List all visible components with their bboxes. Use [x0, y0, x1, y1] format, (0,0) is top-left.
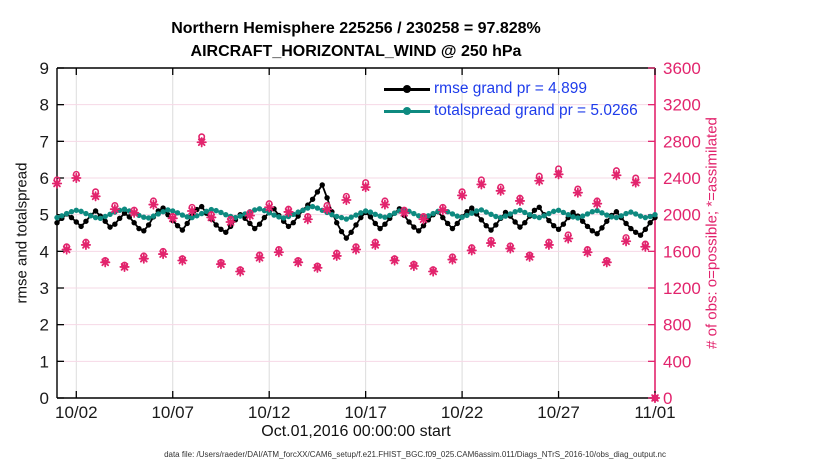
- chart-subtitle: AIRCRAFT_HORIZONTAL_WIND @ 250 hPa: [190, 43, 522, 60]
- svg-text:10/02: 10/02: [55, 403, 98, 422]
- svg-text:8: 8: [40, 96, 49, 115]
- right-tick-labels: 0 400 800 1200 1600 2000 2400 2800 3200 3600: [663, 59, 701, 408]
- rmse-dot-icon: [403, 85, 411, 93]
- svg-text:10/27: 10/27: [537, 403, 580, 422]
- x-tick-labels: 10/02 10/07 10/12 10/17 10/22 10/27 11/01: [55, 403, 676, 422]
- svg-text:1200: 1200: [663, 279, 701, 298]
- svg-text:9: 9: [40, 59, 49, 78]
- axes-box: [56, 67, 656, 399]
- svg-text:2800: 2800: [663, 132, 701, 151]
- left-tick-labels: 0 1 2 3 4 5 6 7 8 9: [40, 59, 49, 408]
- legend-label-totalspread: totalspread grand pr = 5.0266: [434, 102, 638, 119]
- svg-text:2400: 2400: [663, 169, 701, 188]
- svg-text:5: 5: [40, 206, 49, 225]
- svg-text:3200: 3200: [663, 96, 701, 115]
- left-axis-label: rmse and totalspread: [13, 162, 31, 304]
- vertical-gridlines: [75, 68, 560, 398]
- legend-row-rmse: rmse grand pr = 4.899: [384, 78, 638, 100]
- svg-text:1: 1: [40, 352, 49, 371]
- totalspread-dot-icon: [403, 107, 411, 115]
- svg-text:4: 4: [40, 242, 49, 261]
- svg-text:10/17: 10/17: [344, 403, 387, 422]
- right-axis-label: # of obs: o=possible; *=assimilated: [703, 117, 721, 349]
- data-file-path: data file: /Users/raeder/DAI/ATM_forcXX/…: [164, 450, 666, 459]
- svg-text:6: 6: [40, 169, 49, 188]
- svg-text:10/12: 10/12: [248, 403, 291, 422]
- svg-text:7: 7: [40, 132, 49, 151]
- svg-text:2: 2: [40, 316, 49, 335]
- rmse-line-marker-icon: [384, 85, 430, 93]
- svg-text:1600: 1600: [663, 242, 701, 261]
- svg-text:2000: 2000: [663, 206, 701, 225]
- svg-text:10/07: 10/07: [151, 403, 194, 422]
- svg-text:800: 800: [663, 316, 691, 335]
- svg-text:0: 0: [40, 389, 49, 408]
- chart-title: Northern Hemisphere 225256 / 230258 = 97…: [171, 20, 541, 37]
- svg-text:3600: 3600: [663, 59, 701, 78]
- x-axis-label: Oct.01,2016 00:00:00 start: [261, 423, 451, 440]
- legend-label-rmse: rmse grand pr = 4.899: [434, 80, 587, 97]
- legend: rmse grand pr = 4.899 totalspread grand …: [384, 78, 638, 122]
- svg-text:3: 3: [40, 279, 49, 298]
- legend-row-totalspread: totalspread grand pr = 5.0266: [384, 100, 638, 122]
- totalspread-line-marker-icon: [384, 107, 430, 115]
- assimilated-obs-markers: [51, 137, 661, 404]
- svg-text:10/22: 10/22: [441, 403, 484, 422]
- svg-text:11/01: 11/01: [634, 403, 675, 422]
- possible-obs-markers: [53, 133, 659, 402]
- svg-text:400: 400: [663, 352, 691, 371]
- svg-text:0: 0: [663, 389, 672, 408]
